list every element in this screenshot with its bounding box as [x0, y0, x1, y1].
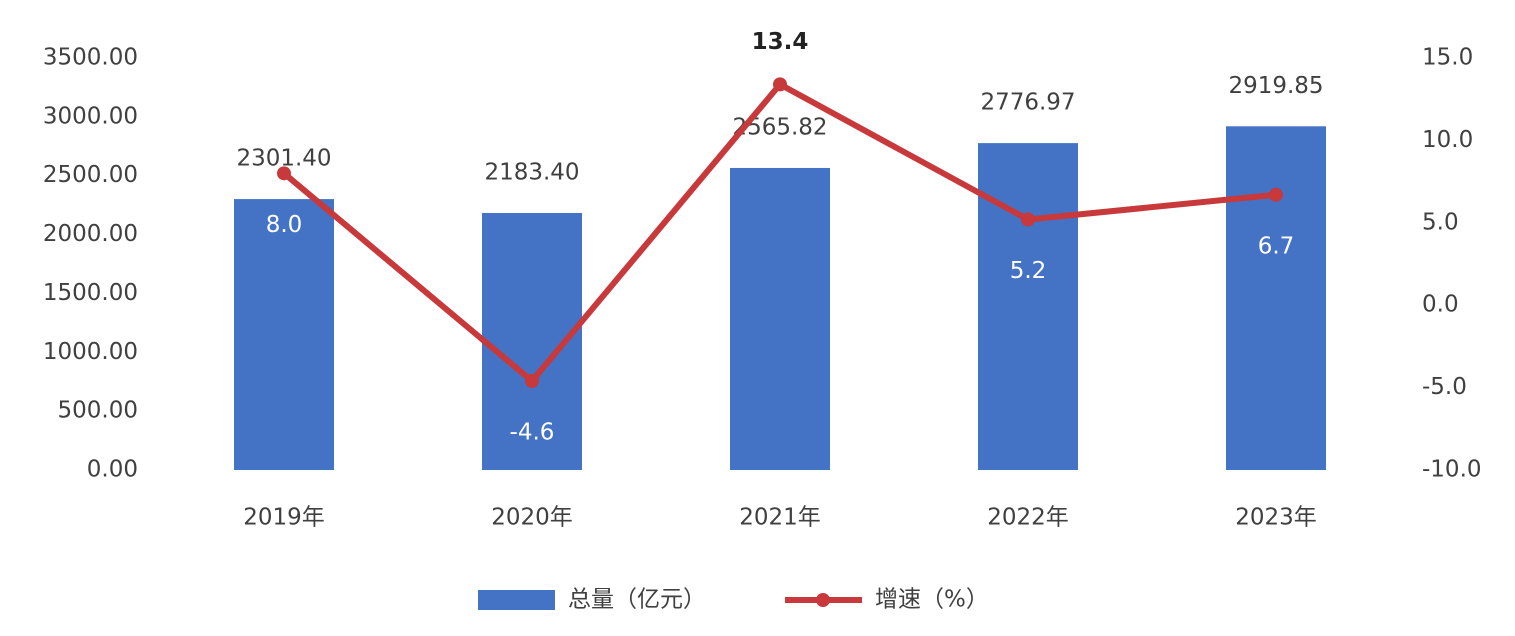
line-value-label: 13.4	[752, 29, 809, 55]
legend-swatch	[478, 590, 555, 610]
x-tick-label: 2023年	[1235, 505, 1317, 531]
bar	[730, 167, 830, 471]
x-tick-label: 2020年	[491, 505, 573, 531]
line-marker	[1269, 187, 1283, 202]
legend-label: 增速（%）	[875, 587, 989, 613]
line-value-label: 8.0	[266, 212, 303, 238]
y-tick-label: 1000.00	[43, 339, 138, 365]
bar-value-label: 2919.85	[1228, 73, 1323, 99]
bar-value-label: 2183.40	[484, 159, 579, 185]
legend-label: 总量（亿元）	[568, 587, 706, 613]
bar	[1226, 126, 1326, 471]
line-value-label: -4.6	[510, 420, 555, 446]
y-tick-label: 500.00	[58, 398, 138, 424]
y-tick-label: 1500.00	[43, 280, 138, 306]
x-tick-label: 2021年	[739, 505, 821, 531]
line-marker	[277, 166, 291, 181]
bar-value-label: 2776.97	[980, 90, 1075, 116]
y2-tick-label: 10.0	[1422, 127, 1473, 153]
line-marker	[1021, 212, 1035, 227]
x-tick-label: 2019年	[243, 505, 325, 531]
y2-tick-label: 15.0	[1422, 45, 1473, 71]
bar	[234, 199, 334, 470]
line-marker	[773, 77, 787, 92]
y2-tick-label: 0.0	[1422, 292, 1459, 318]
y2-tick-label: -5.0	[1422, 374, 1467, 400]
bar	[978, 143, 1078, 470]
line-marker	[525, 374, 539, 389]
y-tick-label: 2500.00	[43, 162, 138, 188]
line-value-label: 6.7	[1258, 233, 1295, 259]
y-tick-label: 0.00	[87, 457, 138, 483]
y2-tick-label: -10.0	[1422, 457, 1482, 483]
y-tick-label: 3000.00	[43, 103, 138, 129]
y-tick-label: 2000.00	[43, 221, 138, 247]
y-tick-label: 3500.00	[43, 45, 138, 71]
y2-tick-label: 5.0	[1422, 209, 1459, 235]
line-value-label: 5.2	[1010, 258, 1047, 284]
legend-marker	[816, 593, 830, 607]
x-tick-label: 2022年	[987, 505, 1069, 531]
